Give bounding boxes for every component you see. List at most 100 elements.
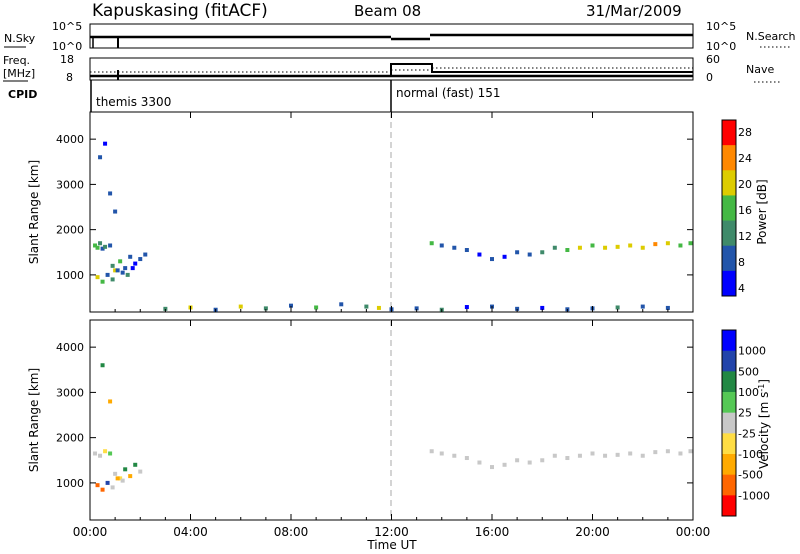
velocity-label-main: Velocity [m s	[757, 392, 771, 469]
data-point	[113, 471, 118, 476]
x-axis-label: Time UT	[366, 538, 417, 552]
cpid-mode-1: themis 3300	[96, 95, 171, 109]
data-point	[103, 141, 108, 146]
power-colorbar-tick: 4	[738, 282, 745, 295]
data-point	[527, 252, 532, 257]
data-point	[98, 155, 103, 160]
data-point	[113, 268, 118, 273]
x-tick-label: 00:00	[676, 525, 711, 539]
data-point	[678, 243, 683, 248]
station-title: Kapuskasing (fitACF)	[92, 1, 268, 21]
y-tick-label: 1000	[56, 477, 84, 490]
data-point	[339, 302, 344, 307]
y-tick-label: 3000	[56, 178, 84, 191]
data-point	[103, 244, 108, 249]
data-point	[615, 244, 620, 249]
data-point	[133, 261, 138, 266]
data-point	[653, 450, 658, 455]
freq-label-line1: Freq.	[3, 54, 30, 67]
velocity-colorbar-tick: 100	[738, 386, 759, 399]
data-point	[429, 449, 434, 454]
data-point	[138, 257, 143, 262]
velocity-colorbar-tick: 500	[738, 365, 759, 378]
nsearch-tick-top: 10^5	[706, 20, 736, 33]
data-point	[376, 305, 381, 310]
data-point	[665, 449, 670, 454]
data-point	[502, 254, 507, 259]
data-point	[238, 304, 243, 309]
data-point	[100, 487, 105, 492]
data-point	[429, 241, 434, 246]
data-point	[289, 303, 293, 308]
x-tick-label: 00:00	[73, 525, 108, 539]
data-point	[678, 451, 683, 456]
data-point	[540, 305, 545, 310]
power-colorbar-segment	[722, 270, 736, 297]
cpid-strip: CPID themis 3300 normal (fast) 151	[8, 80, 500, 112]
data-point	[100, 246, 105, 251]
power-colorbar-tick: 28	[738, 126, 752, 139]
x-tick-label: 08:00	[274, 525, 309, 539]
data-point	[577, 245, 582, 250]
data-point	[590, 451, 595, 456]
data-point	[108, 399, 113, 404]
power-points	[93, 141, 693, 312]
power-colorbar-segment	[722, 170, 736, 196]
data-point	[640, 245, 645, 250]
data-point	[540, 458, 545, 463]
data-point	[653, 242, 658, 247]
velocity-label-end: ]	[757, 379, 771, 384]
time-x-axis: 00:00 04:00 08:00 12:00 16:00 20:00 00:00	[73, 112, 711, 539]
nsky-panel: N.Sky 10^5 10^0 10^5 10^0 N.Search	[4, 20, 796, 53]
data-point	[138, 469, 143, 474]
velocity-colorbar-segment	[722, 330, 736, 352]
velocity-colorbar-tick: 1000	[738, 345, 766, 358]
power-panel: 1000 2000 3000 4000 Slant Range [km]	[27, 111, 694, 313]
data-point	[115, 268, 120, 273]
power-colorbar-segment	[722, 120, 736, 146]
data-point	[110, 263, 115, 268]
power-colorbar-segment	[722, 220, 736, 247]
data-point	[108, 191, 113, 196]
data-point	[464, 248, 469, 253]
nsearch-label: N.Search	[746, 30, 796, 43]
velocity-colorbar: 1000 500 100 25 -25 -100 -500 -1000	[721, 329, 770, 517]
data-point	[615, 452, 620, 457]
data-point	[490, 257, 494, 262]
data-point	[120, 270, 125, 275]
data-point	[143, 252, 148, 257]
data-point	[95, 245, 100, 250]
data-point	[105, 480, 110, 485]
data-point	[464, 305, 469, 310]
data-point	[665, 241, 670, 246]
data-point	[527, 460, 532, 465]
data-point	[414, 306, 419, 311]
power-colorbar-segment	[722, 195, 736, 222]
beam-title: Beam 08	[354, 2, 421, 20]
data-point	[128, 474, 133, 479]
power-colorbar-tick: 8	[738, 256, 745, 269]
velocity-y-axis: 1000 2000 3000 4000	[56, 341, 693, 490]
data-point	[118, 259, 123, 264]
data-point	[688, 449, 693, 454]
y-tick-label: 4000	[56, 133, 84, 146]
power-y-label: Slant Range [km]	[27, 160, 41, 264]
y-tick-label: 2000	[56, 432, 84, 445]
data-point	[100, 363, 105, 368]
data-point	[93, 451, 98, 456]
cpid-mode-2: normal (fast) 151	[396, 86, 500, 100]
data-point	[163, 306, 168, 311]
velocity-colorbar-segment	[722, 495, 736, 517]
data-point	[100, 279, 105, 284]
data-point	[123, 266, 128, 271]
x-tick-label: 04:00	[173, 525, 208, 539]
velocity-colorbar-tick: 25	[738, 407, 752, 420]
data-point	[603, 245, 608, 250]
data-point	[640, 304, 645, 309]
data-point	[95, 483, 100, 488]
data-point	[105, 272, 110, 277]
x-tick-label: 20:00	[575, 525, 610, 539]
nsky-tick-bottom: 10^0	[52, 40, 82, 53]
velocity-colorbar-tick: -100	[738, 448, 763, 461]
